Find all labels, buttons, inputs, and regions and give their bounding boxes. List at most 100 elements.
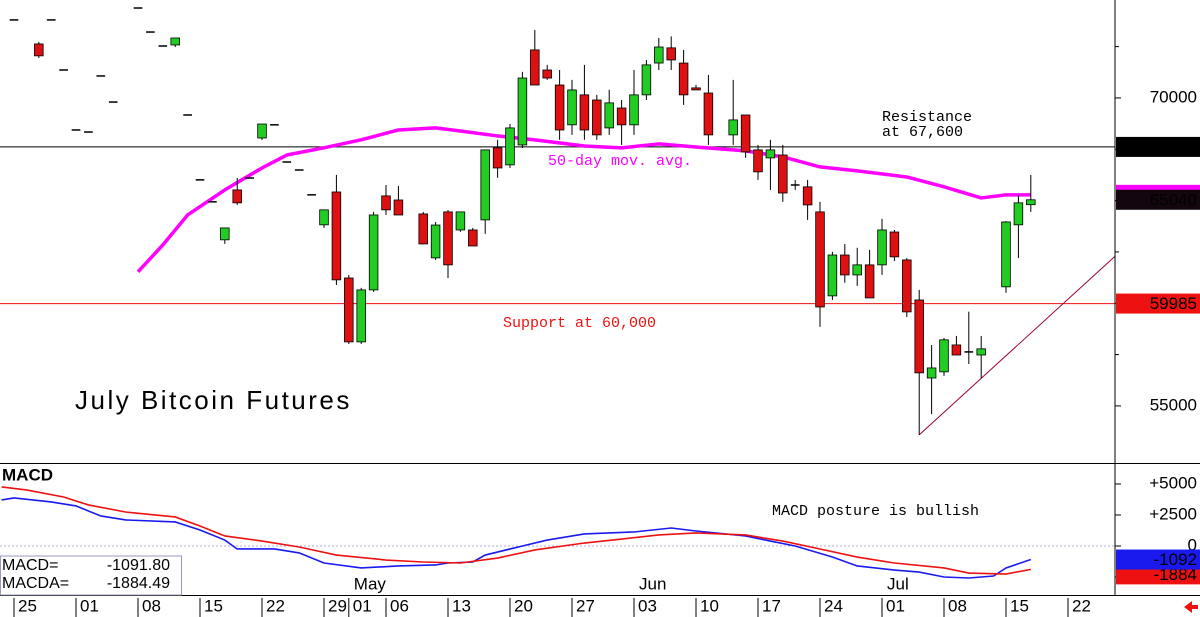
x-tick-label: 06	[390, 596, 409, 615]
candle-body	[889, 231, 900, 258]
candle-body	[864, 264, 875, 299]
y-tick-label: +5000	[1149, 473, 1197, 492]
candle-body	[368, 214, 379, 291]
candle-body	[344, 277, 354, 343]
candle-body	[604, 102, 614, 129]
x-tick-label: 15	[204, 596, 223, 615]
chart-title: July Bitcoin Futures	[75, 385, 352, 415]
candle-body	[678, 62, 689, 96]
month-label: Jun	[639, 574, 666, 593]
candle-body	[356, 289, 366, 343]
candle-body	[629, 94, 639, 126]
x-tick-label: 17	[762, 596, 781, 615]
candle-body	[393, 199, 404, 216]
candle-body	[740, 114, 751, 153]
x-tick-label: 29	[328, 596, 347, 615]
price-box	[1116, 293, 1200, 314]
candle-body	[468, 229, 478, 247]
candle-body	[592, 99, 602, 136]
value-box-label: -1092	[1154, 550, 1197, 569]
y-tick-label: +2500	[1149, 504, 1197, 523]
candle-body	[666, 47, 676, 61]
candle-body	[542, 69, 552, 79]
candle-body	[319, 209, 329, 226]
legend-box	[0, 555, 182, 596]
candle-body	[926, 367, 937, 379]
y-tick-label: 55000	[1150, 395, 1197, 414]
candle-body	[220, 227, 230, 241]
x-tick-label: 22	[1072, 596, 1091, 615]
macd-line	[1, 486, 1031, 575]
panel-title: MACD	[2, 465, 53, 484]
value-box-label: -1884	[1154, 565, 1197, 584]
x-tick-label: 01	[80, 596, 99, 615]
candle-body	[517, 77, 528, 146]
candle-body	[530, 49, 540, 86]
candle-body	[951, 344, 962, 356]
candle-body	[778, 154, 788, 194]
x-tick-label: 01	[886, 596, 905, 615]
x-tick-label: 27	[576, 596, 595, 615]
candle-body	[753, 149, 763, 173]
candle-body	[1001, 221, 1011, 288]
moving-average-label: 50-day mov. avg.	[548, 153, 692, 170]
candle-body	[232, 189, 242, 204]
macd-plot: MACD posture is bullish	[0, 486, 1115, 579]
candle-body	[902, 259, 912, 313]
candle-body	[827, 254, 838, 297]
candle-body	[939, 339, 949, 373]
price-box	[1116, 189, 1200, 210]
candle-body	[331, 191, 342, 281]
candle-body	[579, 94, 590, 131]
candle-body	[654, 46, 664, 64]
candle-body	[914, 299, 924, 374]
candle-body	[34, 43, 44, 57]
candle-body	[567, 89, 577, 126]
candle-body	[691, 87, 701, 91]
annotation: Support at 60,000	[503, 315, 656, 332]
candle-body	[728, 119, 738, 136]
annotation: MACD posture is bullish	[772, 503, 979, 520]
x-tick-label: 13	[452, 596, 471, 615]
candle-body	[443, 211, 453, 266]
candle-body	[616, 107, 627, 126]
candle-body	[802, 186, 813, 206]
candle-body	[1013, 202, 1024, 226]
y-tick-label: 70000	[1150, 87, 1197, 106]
candle-body	[1026, 199, 1036, 206]
x-tick-label: 10	[700, 596, 719, 615]
candle-body	[480, 149, 490, 221]
y-tick-label: 0	[1188, 535, 1197, 554]
x-tick-label: 20	[514, 596, 533, 615]
x-tick-label: 08	[948, 596, 967, 615]
candle-body	[257, 123, 267, 139]
price-box-label: 59985	[1150, 294, 1197, 313]
candle-body	[815, 211, 825, 308]
price-box	[1116, 136, 1200, 157]
legend-label: MACDA=	[2, 575, 69, 592]
candle-body	[505, 127, 515, 166]
candle-body	[765, 149, 776, 159]
scroll-arrow[interactable]	[1184, 601, 1198, 613]
x-tick-label: 22	[266, 596, 285, 615]
candle-body	[430, 224, 441, 259]
candle-body	[170, 37, 180, 46]
x-tick-label: 01	[353, 596, 372, 615]
price-box-label: 67615	[1150, 137, 1197, 156]
annotation: at 67,600	[882, 124, 963, 141]
legend-label: MACD=	[2, 557, 58, 574]
candle-body	[703, 92, 714, 136]
candle-body	[840, 254, 850, 276]
legend-value: -1884.49	[107, 575, 170, 592]
candle-body	[976, 348, 986, 356]
candle-body	[492, 147, 503, 169]
candle-body	[455, 211, 466, 231]
legend-value: -1091.80	[107, 557, 170, 574]
moving-average-line	[136, 126, 1031, 274]
candle-body	[877, 229, 887, 266]
price-box-label: 65040	[1150, 190, 1197, 209]
candle-body	[381, 195, 391, 211]
